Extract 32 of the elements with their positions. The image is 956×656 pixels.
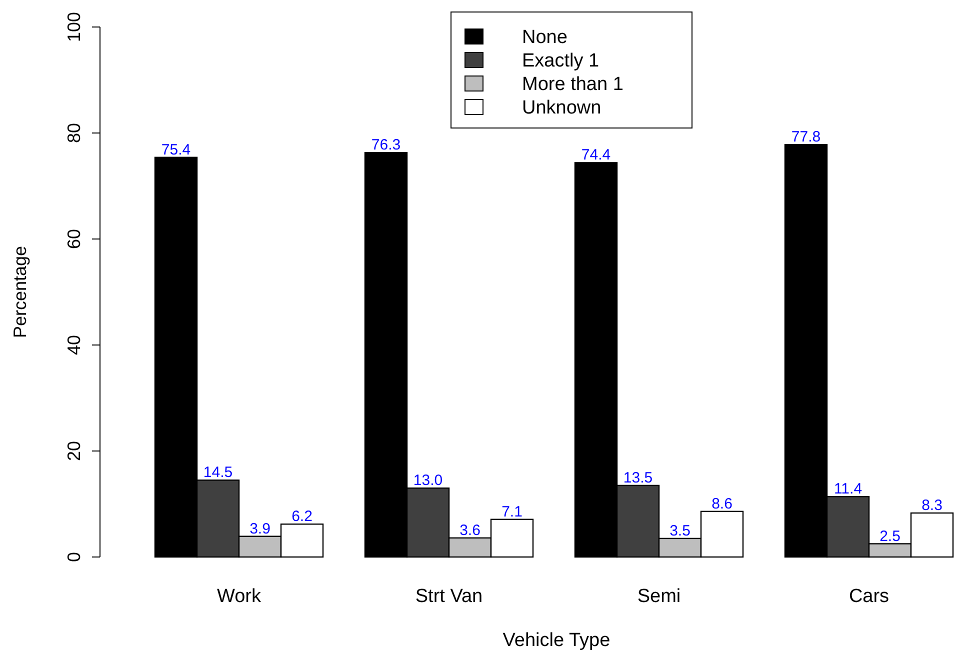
data-label: 8.6 — [712, 495, 732, 512]
y-tick-label: 20 — [64, 440, 84, 462]
data-label: 3.6 — [460, 522, 480, 539]
data-label: 13.0 — [413, 472, 443, 490]
data-label: 75.4 — [161, 141, 191, 158]
legend-label: None — [522, 27, 568, 48]
data-label: 3.5 — [670, 522, 690, 540]
y-tick-label: 40 — [64, 334, 84, 356]
y-axis-title: Percentage — [10, 246, 30, 338]
data-label: 74.4 — [581, 146, 611, 164]
y-tick-label: 60 — [64, 228, 84, 250]
data-label: 76.3 — [371, 136, 401, 154]
legend-label: Exactly 1 — [522, 50, 600, 72]
data-label: 6.2 — [292, 508, 312, 526]
y-tick-label: 80 — [64, 122, 84, 144]
data-label: 8.3 — [922, 497, 942, 514]
data-label: 2.5 — [880, 528, 900, 545]
data-label: 77.8 — [791, 128, 821, 146]
x-axis-title: Vehicle Type — [502, 630, 610, 651]
x-tick-label: Work — [217, 586, 262, 607]
data-label: 14.5 — [203, 464, 233, 482]
legend-label: More than 1 — [522, 74, 624, 95]
data-label: 7.1 — [502, 503, 522, 520]
x-tick-label: Semi — [637, 586, 681, 607]
y-tick-label: 100 — [64, 12, 84, 42]
data-label: 11.4 — [834, 480, 862, 498]
legend-label: Unknown — [522, 98, 602, 118]
x-tick-label: Cars — [848, 586, 890, 607]
x-tick-label: Strt Van — [415, 586, 483, 607]
data-label: 3.9 — [250, 520, 270, 538]
data-label: 13.5 — [623, 469, 653, 486]
y-tick-label: 0 — [64, 552, 84, 562]
